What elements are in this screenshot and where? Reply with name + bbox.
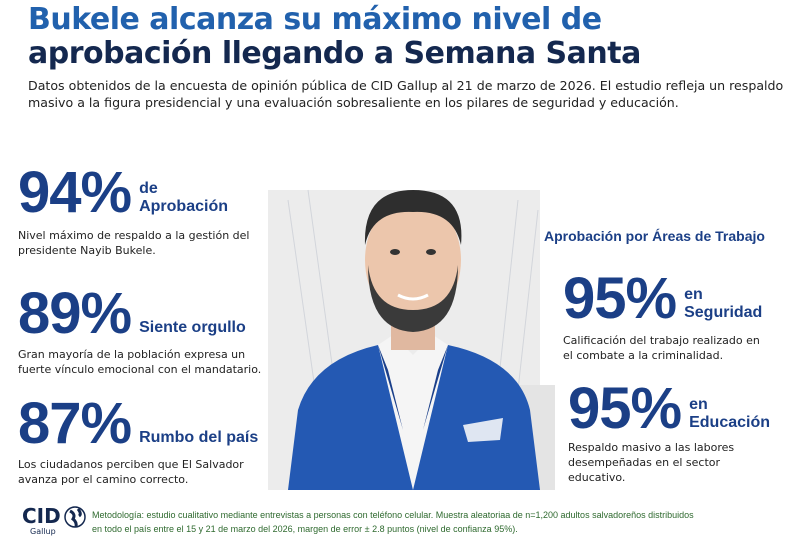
title-line-2: aprobación llegando a Semana Santa — [28, 36, 641, 71]
direction-stat: 87% Rumbo del país — [18, 395, 258, 453]
education-value: 95% — [568, 376, 682, 441]
areas-heading: Aprobación por Áreas de Trabajo — [544, 228, 765, 244]
direction-value: 87% — [18, 391, 132, 456]
security-description: Calificación del trabajo realizado en el… — [563, 334, 760, 362]
security-stat: 95% en Seguridad — [563, 270, 762, 328]
direction-description: Los ciudadanos perciben que El Salvador … — [18, 458, 244, 486]
approval-label-a: de — [139, 180, 158, 197]
approval-label-b: Aprobación — [139, 198, 228, 215]
direction-label: Rumbo del país — [139, 429, 259, 446]
pride-value: 89% — [18, 281, 132, 346]
education-label-a: en — [689, 396, 708, 413]
pride-description: Gran mayoría de la población expresa un … — [18, 348, 262, 376]
president-portrait — [287, 189, 540, 490]
methodology-note: Metodología: estudio cualitativo mediant… — [92, 510, 694, 534]
education-label-b: Educación — [689, 414, 770, 431]
security-value: 95% — [563, 266, 677, 331]
approval-description: Nivel máximo de respaldo a la gestión de… — [18, 229, 250, 257]
cid-logo-sub: Gallup — [30, 527, 56, 536]
pride-stat: 89% Siente orgullo — [18, 285, 246, 343]
pride-label: Siente orgullo — [139, 319, 246, 336]
approval-value: 94% — [18, 160, 132, 225]
approval-stat: 94% de Aprobación — [18, 164, 228, 222]
education-stat: 95% en Educación — [568, 380, 770, 438]
education-description: Respaldo masivo a las labores desempeñad… — [568, 441, 735, 484]
subtitle: Datos obtenidos de la encuesta de opinió… — [28, 78, 784, 110]
cid-logo: CID — [22, 504, 61, 528]
globe-icon — [64, 506, 86, 528]
security-label-a: en — [684, 286, 703, 303]
title-line-1: Bukele alcanza su máximo nivel de — [28, 2, 602, 37]
security-label-b: Seguridad — [684, 304, 763, 321]
